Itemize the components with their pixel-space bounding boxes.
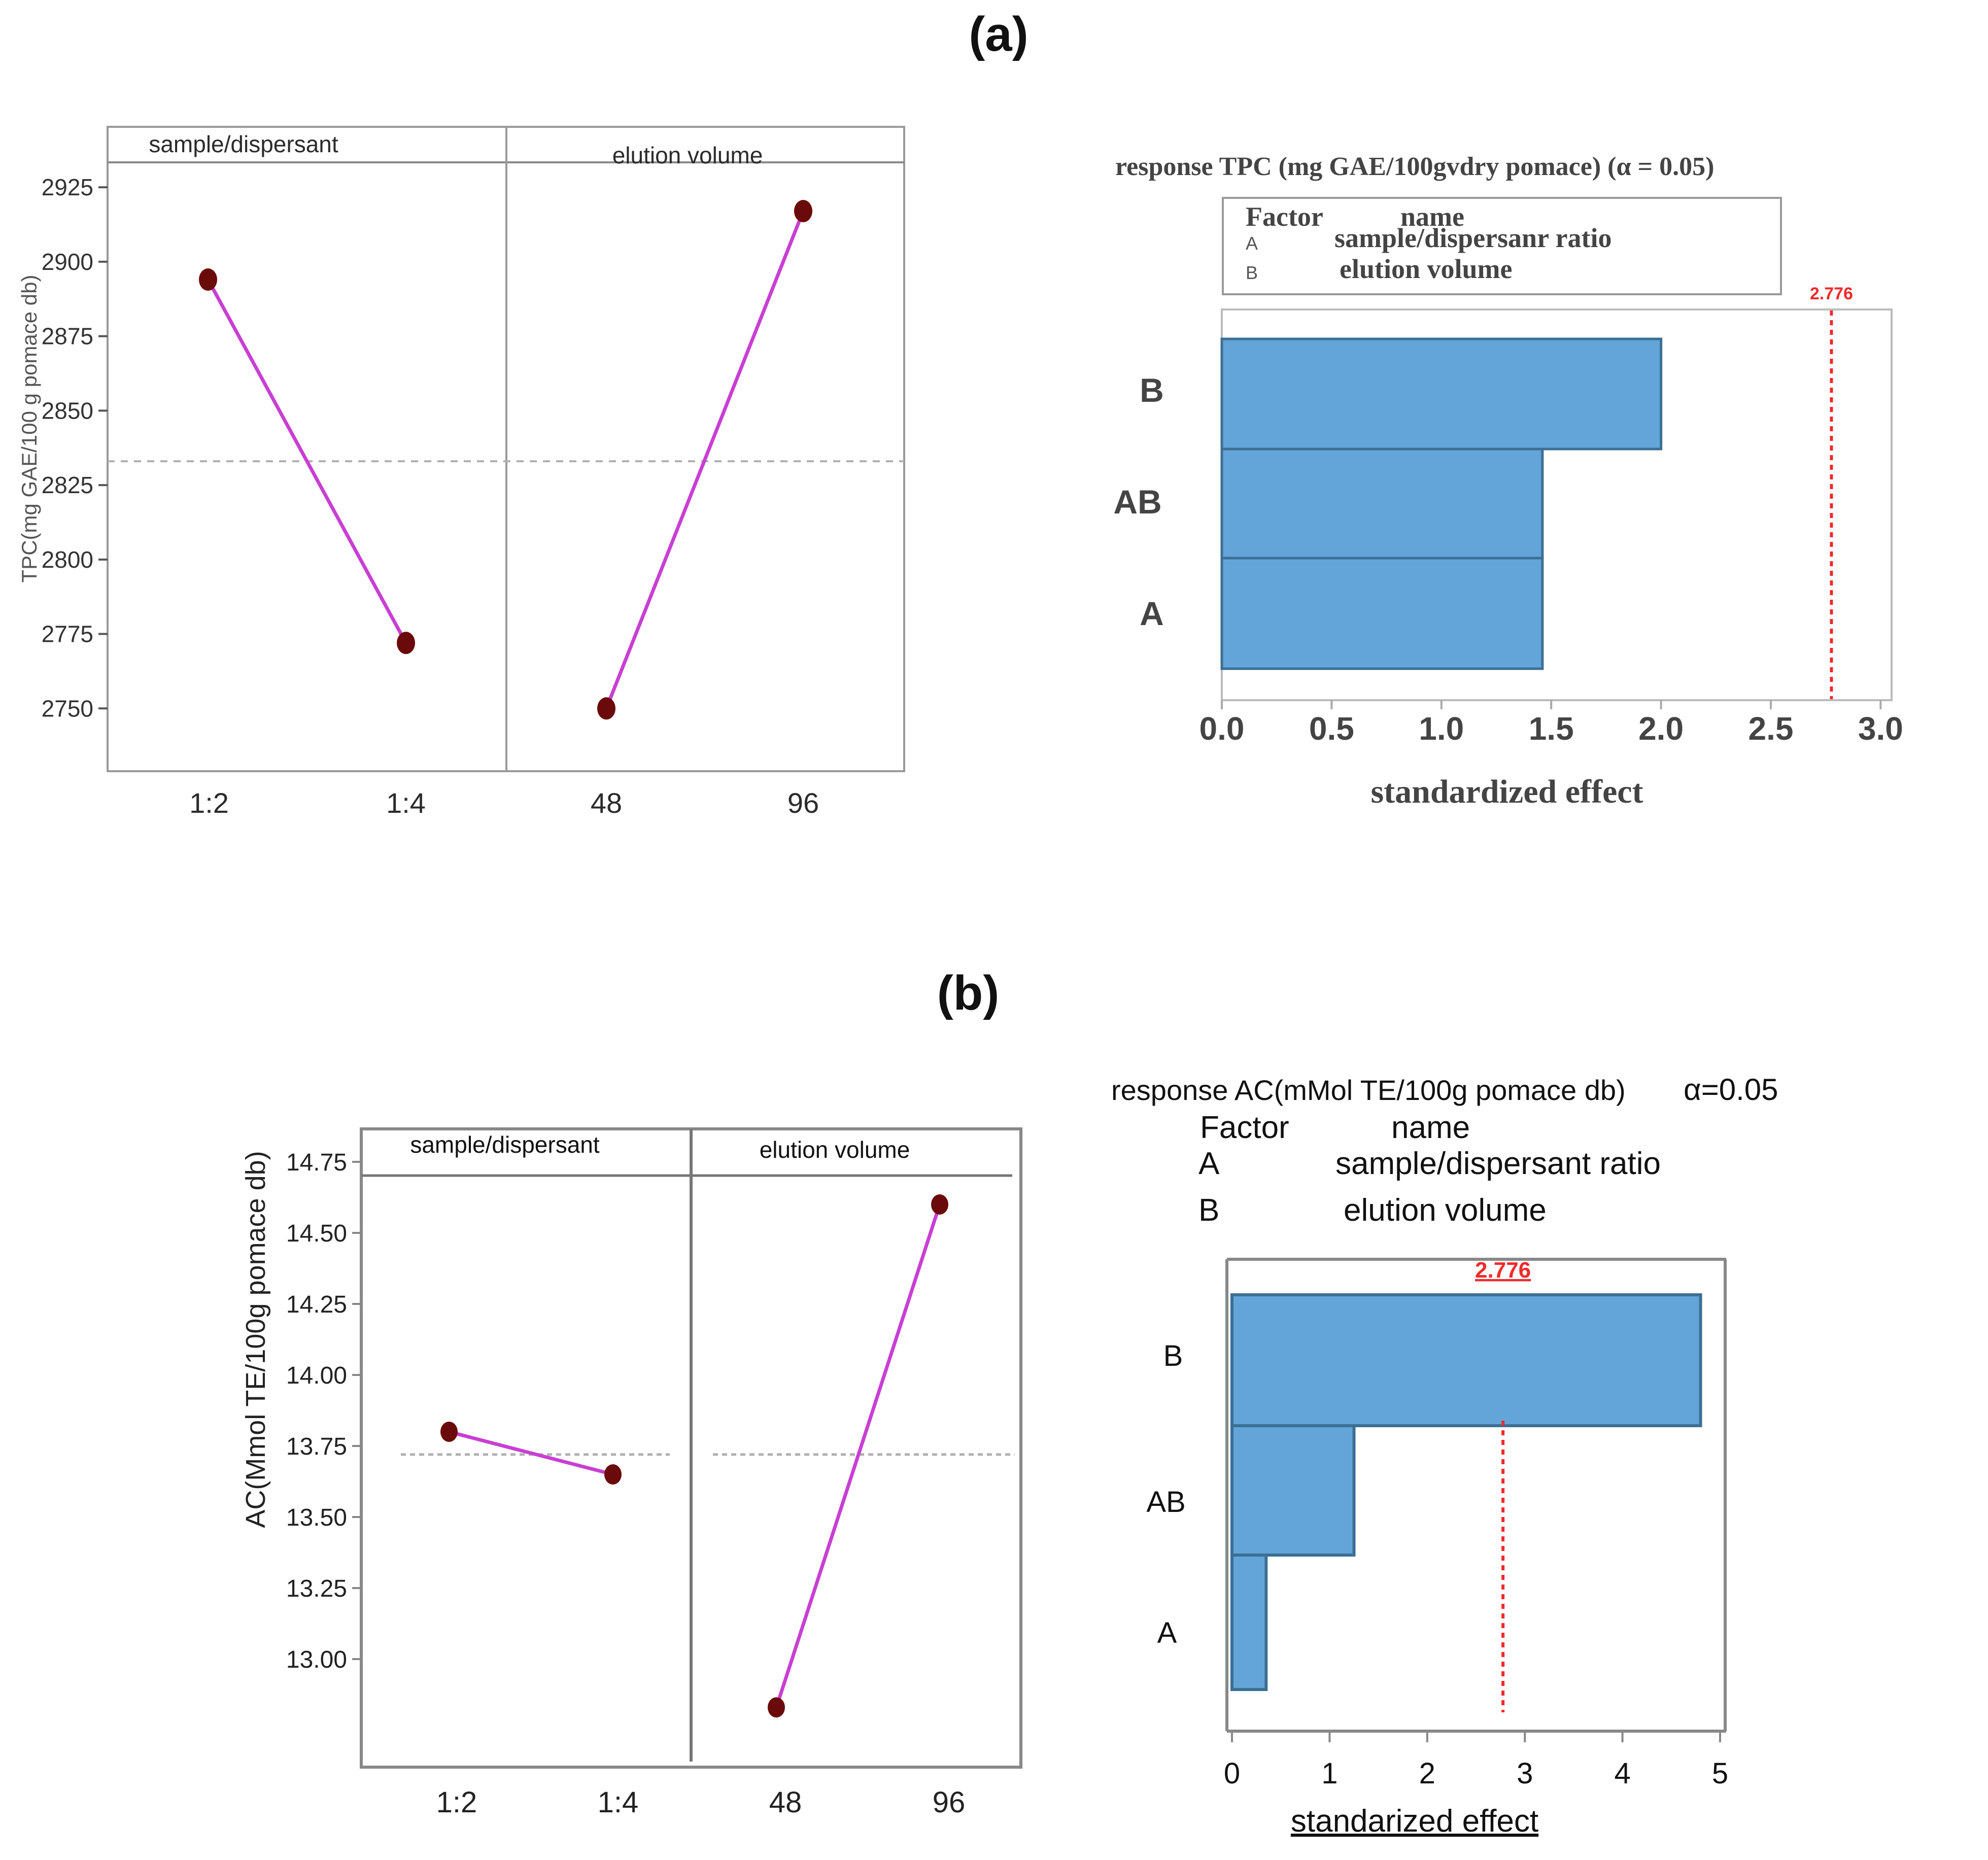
a-y-tick-label-3: 2825 (42, 472, 93, 498)
b-legend-key-b: B (1198, 1193, 1219, 1228)
b-point-1-2 (440, 1422, 458, 1442)
a-y-tick-label-2: 2800 (42, 546, 93, 573)
a-point-96 (794, 200, 812, 223)
b-x-tick-label-3: 3 (1517, 1757, 1533, 1790)
b-critical-label: 2.776 (1475, 1258, 1531, 1283)
a-x-axis: 0.0 0.5 1.0 1.5 2.0 2.5 3.0 (1199, 700, 1903, 747)
a-y-tick-label-5: 2875 (42, 323, 93, 350)
b-y-tick-label-5: 14.25 (286, 1291, 347, 1318)
a-x-label: standardized effect (1370, 773, 1643, 810)
a-legend-header-factor: Factor (1246, 201, 1323, 232)
a-x-tick-label-6: 3.0 (1858, 710, 1903, 747)
b-bar-ab (1230, 1424, 1356, 1557)
b-y-tick-label-3: 13.75 (286, 1433, 347, 1460)
a-x-tick-1-4: 1:4 (386, 787, 426, 819)
panel-label-b: (b) (937, 966, 1000, 1020)
a-y-tick-label-0: 2750 (42, 695, 93, 721)
a-x-tick-1-2: 1:2 (189, 787, 229, 819)
a-y-tick-label-4: 2850 (42, 397, 93, 424)
b-y-label: AC(Mmol TE/100g pomace db) (241, 1151, 271, 1528)
a-x-tick-label-5: 2.5 (1748, 710, 1793, 747)
a-y-cat-ab: AB (1113, 483, 1161, 521)
b-main-effects-plot: sample/dispersant elution volume 13.0013… (241, 1127, 1022, 1819)
a-y-cat-b: B (1140, 371, 1164, 409)
a-y-cat-a: A (1140, 595, 1164, 632)
a-x-tick-label-3: 1.5 (1529, 710, 1574, 747)
a-y-label: TPC(mg GAE/100 g pomace db) (17, 275, 41, 583)
a-main-effects-plot: sample/dispersant elution volume 2750 277… (17, 126, 905, 819)
b-alpha-label: α=0.05 (1684, 1073, 1778, 1107)
a-y-tick-label-7: 2925 (42, 174, 93, 200)
b-y-tick-label-4: 14.00 (286, 1362, 347, 1389)
b-strip-label-2: elution volume (760, 1136, 910, 1163)
a-legend-header-name: name (1400, 201, 1464, 232)
a-point-48 (597, 697, 615, 720)
b-series-2-line (774, 1203, 942, 1708)
b-point-48 (768, 1697, 785, 1718)
b-x-label: standarized effect (1291, 1804, 1538, 1839)
a-x-tick-label-4: 2.0 (1638, 710, 1684, 747)
b-y-axis: 13.00 13.25 13.50 13.75 14.00 14.25 14.50 14.75 (286, 1149, 361, 1673)
b-x-tick-label-1: 1 (1321, 1757, 1338, 1790)
b-x-tick-label-5: 5 (1712, 1757, 1728, 1790)
b-y-tick-label-6: 14.50 (286, 1220, 347, 1247)
a-pareto-title: response TPC (mg GAE/100gvdry pomace) (α… (1115, 152, 1714, 181)
b-y-cat-a: A (1157, 1616, 1177, 1649)
a-strip-label-2: elution volume (612, 142, 763, 168)
panel-label-a: (a) (969, 7, 1028, 61)
b-bar-b (1230, 1293, 1702, 1427)
b-y-tick-label-2: 13.50 (286, 1504, 347, 1531)
a-pareto-chart: response TPC (mg GAE/100gvdry pomace) (α… (1113, 152, 1903, 810)
a-y-tick-label-6: 2900 (42, 249, 93, 275)
b-x-tick-1-2: 1:2 (436, 1786, 477, 1819)
b-pareto-chart: response AC(mMol TE/100g pomace db) α=0.… (1111, 1073, 1778, 1839)
a-bar-a (1220, 557, 1544, 670)
a-x-tick-label-1: 0.5 (1309, 710, 1354, 747)
a-legend-name-a: sample/dispersanr ratio (1334, 223, 1612, 253)
a-bar-ab (1220, 447, 1544, 560)
a-series-2-line (604, 210, 805, 709)
a-strip-label-1: sample/dispersant (149, 131, 338, 157)
a-x-tick-label-0: 0.0 (1199, 710, 1245, 747)
b-y-tick-label-1: 13.25 (286, 1575, 347, 1602)
b-x-tick-1-4: 1:4 (598, 1786, 639, 1819)
a-series-1-line (206, 279, 408, 644)
a-y-axis: 2750 2775 2800 2825 2850 2875 2900 2925 (42, 174, 108, 721)
b-legend-header-factor: Factor (1200, 1110, 1289, 1145)
a-x-tick-96: 96 (787, 787, 819, 819)
b-y-cat-b: B (1163, 1339, 1183, 1372)
b-x-tick-label-0: 0 (1224, 1757, 1240, 1790)
a-legend-name-b: elution volume (1340, 254, 1513, 284)
a-x-tick-48: 48 (591, 787, 622, 819)
b-point-1-4 (604, 1464, 622, 1485)
b-x-tick-label-2: 2 (1419, 1757, 1435, 1790)
b-strip-label-1: sample/dispersant (410, 1131, 600, 1158)
a-y-tick-label-1: 2775 (42, 621, 93, 647)
a-critical-label: 2.776 (1810, 284, 1853, 303)
b-bar-a (1230, 1554, 1268, 1691)
b-pareto-title: response AC(mMol TE/100g pomace db) (1111, 1074, 1626, 1106)
b-x-axis: 0 1 2 3 4 5 (1224, 1731, 1728, 1790)
b-y-cat-ab: AB (1146, 1486, 1185, 1519)
a-legend-key-a: A (1246, 233, 1258, 254)
a-legend-box (1222, 197, 1782, 295)
b-y-tick-label-7: 14.75 (286, 1149, 347, 1176)
b-legend-key-a: A (1198, 1146, 1220, 1181)
a-legend-key-b: B (1246, 262, 1258, 283)
b-y-tick-label-0: 13.00 (286, 1646, 347, 1673)
b-x-tick-48: 48 (769, 1786, 802, 1819)
a-point-1-2 (199, 268, 217, 291)
b-legend-name-b: elution volume (1344, 1193, 1547, 1228)
b-point-96 (931, 1194, 948, 1215)
b-x-tick-96: 96 (933, 1786, 966, 1819)
a-x-tick-label-2: 1.0 (1419, 710, 1464, 747)
b-series-1-line (449, 1430, 613, 1476)
a-bar-b (1220, 337, 1663, 451)
b-legend-header-name: name (1391, 1110, 1470, 1145)
a-point-1-4 (397, 632, 415, 655)
b-x-tick-label-4: 4 (1614, 1757, 1630, 1790)
b-legend-name-a: sample/dispersant ratio (1335, 1146, 1661, 1181)
